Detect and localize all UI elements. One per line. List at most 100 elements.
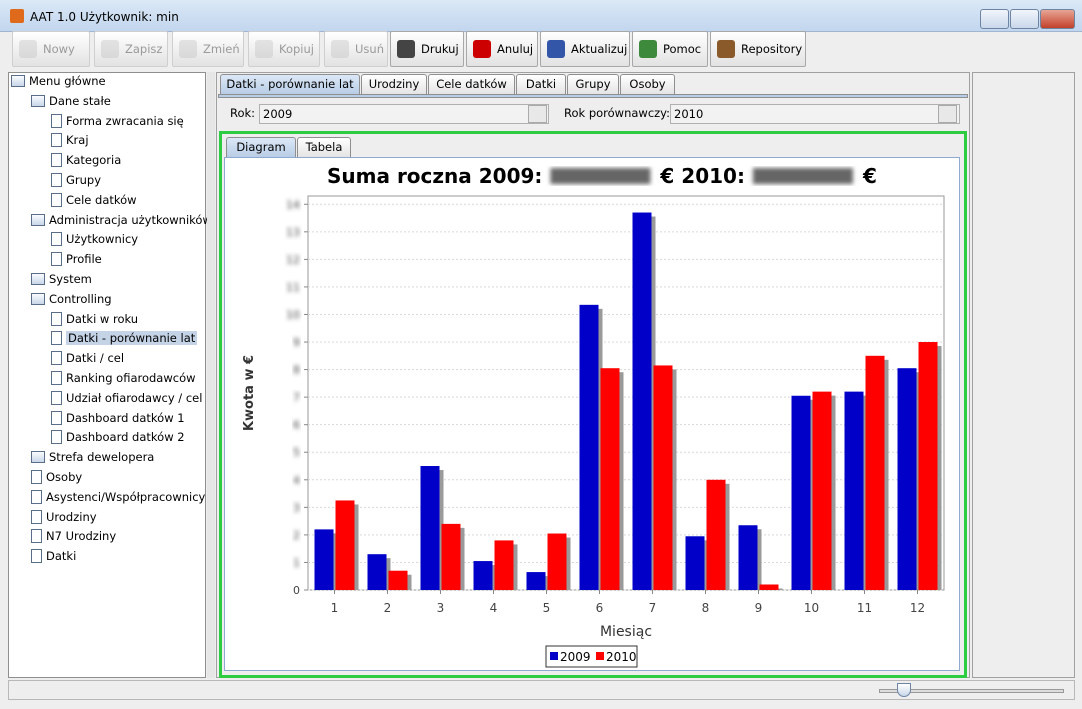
button-label: Nowy — [43, 42, 75, 56]
y-tick-label: 0 — [293, 584, 300, 597]
minimize-button[interactable] — [980, 9, 1009, 29]
redacted-amount — [752, 168, 853, 184]
splitter[interactable] — [207, 72, 215, 678]
zoom-slider-thumb[interactable] — [897, 683, 911, 697]
subtab[interactable]: Tabela — [297, 137, 351, 157]
node-label: Cele datków — [66, 192, 137, 207]
button-label: Repository — [741, 42, 803, 56]
node-label: Administracja użytkowników — [49, 212, 212, 227]
button-label: Kopiuj — [279, 42, 314, 56]
chart-frame — [219, 131, 967, 678]
button-label: Aktualizuj — [571, 42, 628, 56]
tree-node[interactable]: Osoby — [31, 469, 82, 486]
tree-node[interactable]: Grupy — [51, 172, 101, 189]
chart-title: Suma roczna 2009: — [327, 164, 542, 188]
document-icon — [51, 232, 62, 247]
x-tick-label: 5 — [543, 601, 551, 615]
tree-node[interactable]: Menu główne — [11, 73, 106, 90]
zoom-slider-track — [879, 689, 1064, 693]
tree-node[interactable]: System — [31, 271, 92, 288]
x-tick-label: 2 — [384, 601, 392, 615]
tree-node[interactable]: Urodziny — [31, 509, 97, 526]
button-label: Anuluj — [497, 42, 534, 56]
tree-node[interactable]: Cele datków — [51, 192, 137, 209]
subtab[interactable]: Diagram — [226, 137, 296, 157]
bar — [897, 368, 917, 590]
tree-node[interactable]: Kraj — [51, 132, 89, 149]
tree-node[interactable]: Datki w roku — [51, 311, 138, 328]
close-button[interactable] — [1040, 9, 1075, 29]
toolbar-button[interactable]: Usuń — [324, 31, 388, 67]
tab[interactable]: Grupy — [567, 74, 619, 94]
toolbar-button[interactable]: Aktualizuj — [540, 31, 630, 67]
bar — [653, 365, 673, 590]
node-label: Controlling — [49, 291, 112, 306]
y-tick-label: 11 — [286, 281, 300, 294]
tree-node[interactable]: Asystenci/Współpracownicy — [31, 489, 205, 506]
document-icon — [31, 549, 42, 564]
document-icon — [51, 371, 62, 385]
tree-node[interactable]: Udział ofiarodawcy / cel — [51, 390, 202, 407]
x-tick-label: 12 — [910, 601, 925, 615]
document-icon — [51, 113, 62, 128]
chart: Suma roczna 2009: € 2010: €012345678910111… — [242, 164, 945, 668]
bar — [844, 391, 864, 590]
bar — [865, 355, 885, 590]
node-label: Ranking ofiarodawców — [66, 371, 196, 385]
tab[interactable]: Datki — [516, 74, 566, 94]
document-icon — [51, 173, 62, 187]
tree-node[interactable]: Kategoria — [51, 152, 121, 169]
bar — [335, 500, 355, 590]
y-tick-label: 6 — [293, 419, 300, 432]
toolbar-button[interactable]: Pomoc — [632, 31, 708, 67]
tree-node[interactable]: Dashboard datków 2 — [51, 429, 185, 446]
toolbar-button[interactable]: Drukuj — [390, 31, 464, 67]
button-icon — [331, 40, 349, 58]
tree-node[interactable]: Ranking ofiarodawców — [51, 370, 196, 387]
toolbar-button[interactable]: Zmień — [172, 31, 244, 67]
document-icon — [51, 351, 62, 366]
tree-node[interactable]: Strefa dewelopera — [31, 449, 154, 466]
tab[interactable]: Urodziny — [361, 74, 427, 94]
porownawczy-search-button[interactable] — [938, 105, 957, 123]
tab[interactable]: Cele datków — [428, 74, 515, 94]
y-tick-label: 5 — [293, 446, 300, 459]
button-icon — [19, 40, 37, 58]
document-icon — [51, 410, 62, 425]
tree-node[interactable]: Forma zwracania się — [51, 113, 184, 130]
bar — [632, 212, 652, 590]
button-icon — [397, 40, 415, 58]
toolbar-button[interactable]: Kopiuj — [248, 31, 320, 67]
toolbar-button[interactable]: Zapisz — [94, 31, 168, 67]
rok-search-button[interactable] — [528, 105, 547, 123]
folder-icon — [31, 292, 45, 305]
porownawczy-field[interactable]: 2010 — [670, 104, 960, 124]
title-bar: AAT 1.0 Użytkownik: min — [0, 0, 1082, 32]
tree-node[interactable]: Profile — [51, 251, 102, 268]
y-tick-label: 1 — [293, 556, 300, 569]
toolbar-button[interactable]: Nowy — [12, 31, 90, 67]
tree-node[interactable]: Datki / cel — [51, 350, 124, 367]
tab[interactable]: Datki - porównanie lat — [220, 74, 360, 94]
y-tick-label: 13 — [286, 226, 300, 239]
x-tick-label: 6 — [596, 601, 604, 615]
document-icon — [51, 133, 62, 148]
tree-node[interactable]: Datki — [31, 548, 76, 565]
toolbar-button[interactable]: Repository — [710, 31, 806, 67]
tree-node[interactable]: Dashboard datków 1 — [51, 410, 185, 427]
toolbar-button[interactable]: Anuluj — [466, 31, 538, 67]
tree-node[interactable]: Administracja użytkowników — [31, 212, 212, 229]
tab[interactable]: Osoby — [620, 74, 675, 94]
rok-field[interactable]: 2009 — [259, 104, 549, 124]
y-tick-label: 8 — [293, 364, 300, 377]
tree-node[interactable]: Użytkownicy — [51, 231, 138, 248]
x-tick-label: 3 — [437, 601, 445, 615]
tree-node[interactable]: N7 Urodziny — [31, 528, 116, 545]
bar — [314, 529, 334, 590]
document-icon — [31, 470, 42, 484]
tree-node[interactable]: Controlling — [31, 291, 112, 308]
tree-node[interactable]: Dane stałe — [31, 93, 111, 110]
tree-node[interactable]: Datki - porównanie lat — [51, 330, 198, 347]
bar — [759, 584, 779, 590]
maximize-button[interactable] — [1010, 9, 1039, 29]
